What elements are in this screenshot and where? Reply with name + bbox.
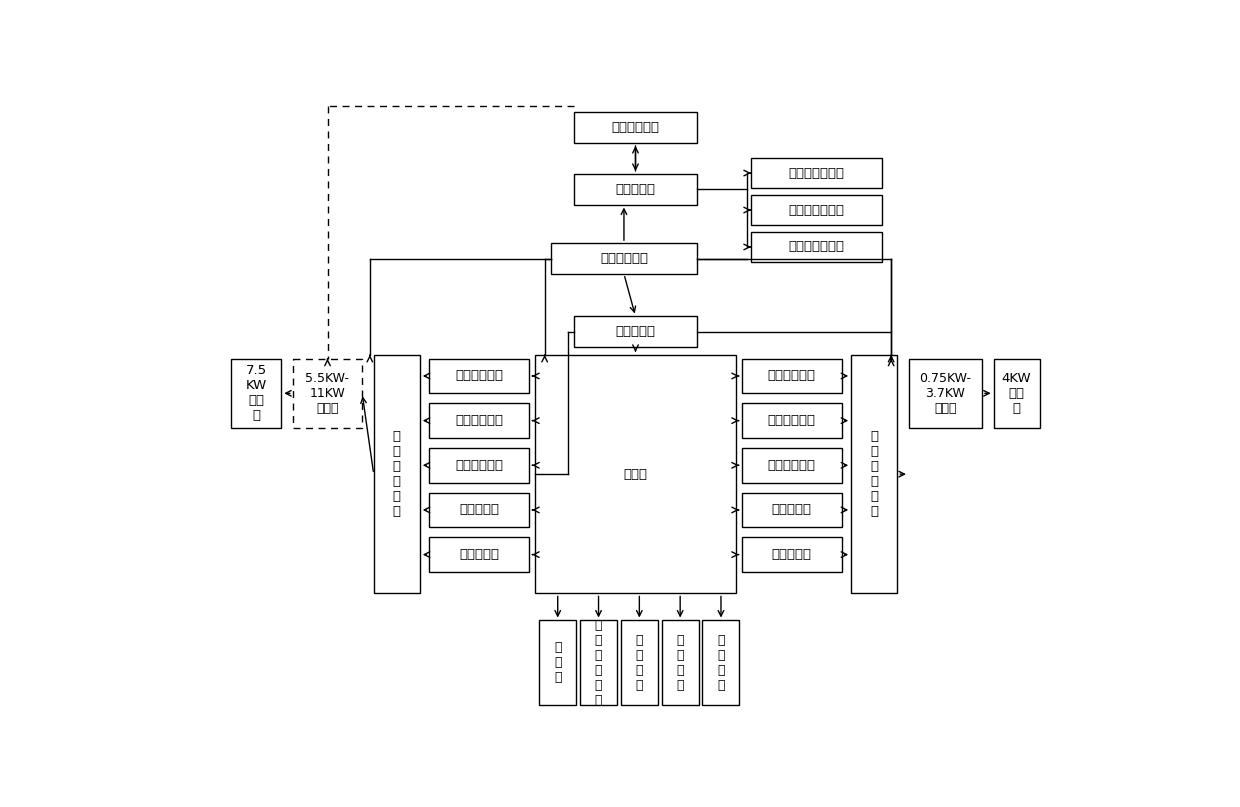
Bar — [231, 358, 281, 428]
Text: 数据采集组件: 数据采集组件 — [600, 252, 649, 265]
Bar — [574, 112, 697, 143]
Text: 第二接触器: 第二接触器 — [459, 548, 500, 561]
Bar — [429, 404, 529, 438]
Bar — [536, 355, 735, 593]
Text: 显示控制器: 显示控制器 — [615, 182, 656, 196]
Text: 第二限位开关: 第二限位开关 — [768, 459, 816, 472]
Text: 0.75KW-
3.7KW
变频器: 0.75KW- 3.7KW 变频器 — [919, 372, 971, 415]
Bar — [429, 537, 529, 572]
Bar — [751, 158, 882, 188]
Bar — [293, 358, 362, 428]
Text: 打
印
设
备: 打 印 设 备 — [676, 633, 684, 692]
Bar — [703, 621, 739, 705]
Bar — [574, 316, 697, 347]
Bar — [580, 621, 618, 705]
Text: 信息获取设备: 信息获取设备 — [611, 121, 660, 134]
Text: 报
警
指
示
组
件: 报 警 指 示 组 件 — [595, 619, 603, 707]
Bar — [662, 621, 698, 705]
Text: 第二限位开关: 第二限位开关 — [455, 459, 503, 472]
Bar — [993, 358, 1040, 428]
Bar — [621, 621, 658, 705]
Bar — [742, 492, 842, 527]
Bar — [742, 358, 842, 393]
Text: 升
压
器: 升 压 器 — [554, 642, 562, 684]
Bar — [751, 232, 882, 261]
Text: 急
停
组
件: 急 停 组 件 — [636, 633, 644, 692]
Text: 第
二
顶
针
组
件: 第 二 顶 针 组 件 — [393, 430, 401, 518]
Bar — [851, 355, 898, 593]
Bar — [551, 243, 697, 274]
Text: 第
一
顶
针
组
件: 第 一 顶 针 组 件 — [870, 430, 878, 518]
Bar — [429, 448, 529, 483]
Bar — [429, 492, 529, 527]
Text: 工控器: 工控器 — [624, 467, 647, 481]
Text: 第二顶针气泵: 第二顶针气泵 — [455, 414, 503, 427]
Text: 第一接触器: 第一接触器 — [459, 504, 500, 516]
Text: 4KW
机电
组: 4KW 机电 组 — [1002, 372, 1032, 415]
Text: 第一接触器: 第一接触器 — [771, 504, 812, 516]
Text: 第二接触器: 第二接触器 — [771, 548, 812, 561]
Text: 第二顶针气泵: 第二顶针气泵 — [768, 414, 816, 427]
Bar — [742, 448, 842, 483]
Bar — [742, 537, 842, 572]
Bar — [429, 358, 529, 393]
Text: 5.5KW-
11KW
变频器: 5.5KW- 11KW 变频器 — [305, 372, 350, 415]
Text: 第二继电器模组: 第二继电器模组 — [789, 203, 844, 216]
Text: 第三继电器模组: 第三继电器模组 — [789, 240, 844, 253]
Text: 继电器模组: 继电器模组 — [615, 325, 656, 338]
Text: 第一限位开关: 第一限位开关 — [455, 370, 503, 383]
Bar — [742, 404, 842, 438]
Bar — [373, 355, 420, 593]
Bar — [751, 195, 882, 224]
Bar — [909, 358, 982, 428]
Text: 第一继电器模组: 第一继电器模组 — [789, 166, 844, 180]
Bar — [574, 174, 697, 205]
Text: 7.5
KW
机电
组: 7.5 KW 机电 组 — [246, 364, 267, 422]
Text: 第一限位开关: 第一限位开关 — [768, 370, 816, 383]
Text: 制
动
电
阻: 制 动 电 阻 — [717, 633, 724, 692]
Bar — [539, 621, 577, 705]
